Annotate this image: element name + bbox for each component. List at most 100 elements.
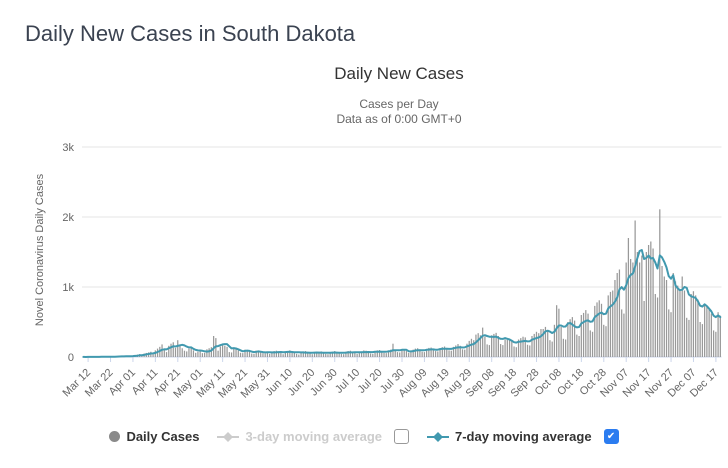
daily-case-bar <box>457 344 459 357</box>
daily-case-bar <box>520 338 522 357</box>
daily-case-bar <box>710 313 712 357</box>
daily-case-bar <box>535 331 538 357</box>
daily-case-bar <box>486 344 488 357</box>
daily-case-bar <box>661 266 663 357</box>
daily-case-bar <box>177 340 179 357</box>
daily-case-bar <box>598 300 600 357</box>
daily-case-bar <box>517 339 520 357</box>
daily-case-bar <box>491 335 493 357</box>
daily-case-bar <box>322 352 325 357</box>
daily-case-bar <box>544 326 547 357</box>
daily-case-bar <box>260 351 262 357</box>
daily-case-bar <box>632 262 634 357</box>
daily-case-bar <box>295 353 298 357</box>
daily-case-bar <box>347 351 349 357</box>
daily-case-bar <box>701 324 704 357</box>
daily-case-bar <box>618 269 621 357</box>
legend-checkbox-7-day[interactable]: ✔ <box>603 429 619 444</box>
daily-case-bar <box>208 348 210 357</box>
daily-case-bar <box>414 348 417 357</box>
daily-case-bar <box>558 308 560 357</box>
daily-case-bar <box>594 305 596 357</box>
legend-item-daily-cases[interactable]: Daily Cases <box>109 429 199 444</box>
daily-case-bar <box>665 280 668 357</box>
daily-case-bar <box>174 347 177 357</box>
daily-case-bar <box>278 351 280 357</box>
chart-subtitle-line1: Cases per Day <box>359 97 439 111</box>
daily-case-bar <box>181 348 183 357</box>
daily-case-bar <box>656 297 659 357</box>
daily-case-bar <box>672 273 674 357</box>
daily-case-bar <box>650 241 652 357</box>
daily-case-bar <box>170 343 172 357</box>
daily-case-bar <box>233 348 235 357</box>
daily-case-bar <box>715 331 717 357</box>
daily-case-bar <box>674 281 677 357</box>
daily-case-bar <box>195 352 197 357</box>
daily-case-bar <box>244 349 246 357</box>
daily-case-bar <box>643 301 645 357</box>
daily-case-bar <box>446 347 448 357</box>
daily-case-bar <box>708 309 710 357</box>
daily-case-bar <box>396 352 399 357</box>
y-tick-label: 2k <box>62 212 74 224</box>
daily-case-bar <box>201 353 204 357</box>
daily-case-bar <box>607 295 609 357</box>
daily-case-bar <box>567 322 569 357</box>
daily-case-bar <box>636 252 638 357</box>
daily-case-bar <box>345 351 347 357</box>
daily-case-bar <box>466 343 468 357</box>
legend-label-3-day: 3-day moving average <box>245 429 382 444</box>
daily-case-bar <box>473 340 475 357</box>
daily-case-bar <box>251 353 253 357</box>
chart-canvas: 0 1k 2k 3k Novel Coronavirus Daily Cases Mar … <box>34 142 722 401</box>
daily-case-bar <box>387 350 390 357</box>
daily-case-bar <box>340 353 343 357</box>
daily-case-bar <box>242 353 244 357</box>
daily-case-bar <box>248 351 251 357</box>
daily-case-bar <box>262 353 264 357</box>
daily-case-bar <box>217 350 219 357</box>
daily-case-bar <box>569 319 571 357</box>
daily-case-bar <box>547 331 549 357</box>
daily-case-bar <box>356 353 358 357</box>
daily-case-bar <box>311 354 313 357</box>
daily-case-bar <box>578 336 580 357</box>
daily-case-bar <box>699 322 701 357</box>
y-axis-title: Novel Coronavirus Daily Cases <box>34 173 46 326</box>
daily-case-bar <box>307 352 309 357</box>
daily-case-bar <box>448 350 450 357</box>
daily-case-bar <box>298 354 300 357</box>
daily-case-bar <box>443 346 446 357</box>
daily-case-bar <box>681 276 683 357</box>
daily-case-bar <box>302 351 304 357</box>
daily-case-bar <box>686 317 688 357</box>
daily-case-bar <box>381 351 383 357</box>
y-tick-label: 3k <box>62 142 74 154</box>
daily-case-bar <box>221 344 224 357</box>
daily-case-bar <box>499 344 502 357</box>
daily-case-bar <box>571 317 573 357</box>
legend-item-3-day-average[interactable]: 3-day moving average <box>217 429 382 444</box>
legend-checkbox-3-day[interactable] <box>394 429 409 444</box>
daily-case-bar <box>524 337 526 357</box>
daily-case-bar <box>264 353 266 357</box>
daily-case-bar <box>441 347 443 357</box>
daily-case-bar <box>360 351 363 357</box>
daily-case-bar <box>286 351 289 357</box>
daily-case-bar <box>461 349 464 357</box>
daily-case-bar <box>255 350 257 357</box>
daily-case-bar <box>327 354 329 357</box>
daily-case-bar <box>275 350 278 357</box>
legend-item-7-day-average[interactable]: 7-day moving average <box>427 429 592 444</box>
daily-case-bar <box>477 333 479 357</box>
daily-case-bar <box>188 348 190 357</box>
daily-case-bar <box>291 351 293 357</box>
daily-case-bar <box>421 351 423 357</box>
y-tick-label: 1k <box>62 282 74 294</box>
daily-case-bar <box>704 303 706 357</box>
daily-case-bar <box>273 351 275 357</box>
daily-case-bar <box>183 350 186 357</box>
